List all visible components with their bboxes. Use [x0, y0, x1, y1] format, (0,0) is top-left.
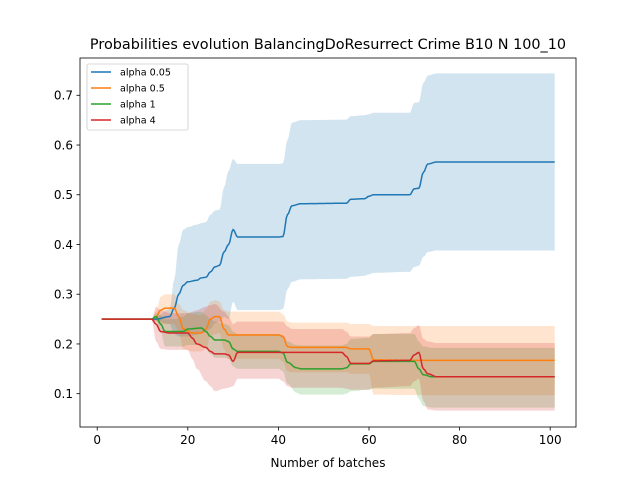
y-tick-label: 0.3 — [54, 288, 73, 302]
axes-frame — [79, 57, 577, 428]
y-tick-label: 0.1 — [54, 387, 73, 401]
axis-ticks: 0 20 40 60 80 100 0.1 0.2 0.3 0.4 0.5 0.6 0.7 — [54, 89, 562, 447]
x-tick-label: 100 — [539, 433, 562, 447]
confidence-band-series-0 — [101, 73, 555, 337]
plot-area — [101, 73, 555, 411]
legend-entry-label: alpha 4 — [120, 116, 156, 127]
series-line-1 — [101, 307, 555, 362]
x-tick-label: 60 — [361, 433, 376, 447]
x-axis-label: Number of batches — [271, 456, 386, 470]
x-tick-label: 40 — [271, 433, 286, 447]
series-line-0 — [101, 161, 555, 320]
x-tick-label: 80 — [452, 433, 467, 447]
legend-entry-label: alpha 0.05 — [120, 68, 171, 79]
legend-entry-label: alpha 0.5 — [120, 84, 165, 95]
y-tick-label: 0.7 — [54, 89, 73, 103]
confidence-band-series-1 — [101, 294, 555, 396]
series-line-3 — [101, 318, 555, 378]
legend: alpha 0.05 alpha 0.5 alpha 1 alpha 4 — [86, 63, 189, 131]
chart-title: Probabilities evolution BalancingDoResur… — [90, 37, 566, 53]
confidence-band-series-3 — [101, 304, 555, 411]
y-tick-label: 0.2 — [54, 337, 73, 351]
y-tick-label: 0.4 — [54, 238, 73, 252]
legend-entry-label: alpha 1 — [120, 100, 156, 111]
legend-box — [86, 63, 189, 131]
y-tick-label: 0.5 — [54, 188, 73, 202]
y-tick-label: 0.6 — [54, 138, 73, 152]
x-tick-label: 20 — [180, 433, 195, 447]
confidence-band-series-2 — [101, 311, 555, 408]
x-tick-label: 0 — [93, 433, 101, 447]
